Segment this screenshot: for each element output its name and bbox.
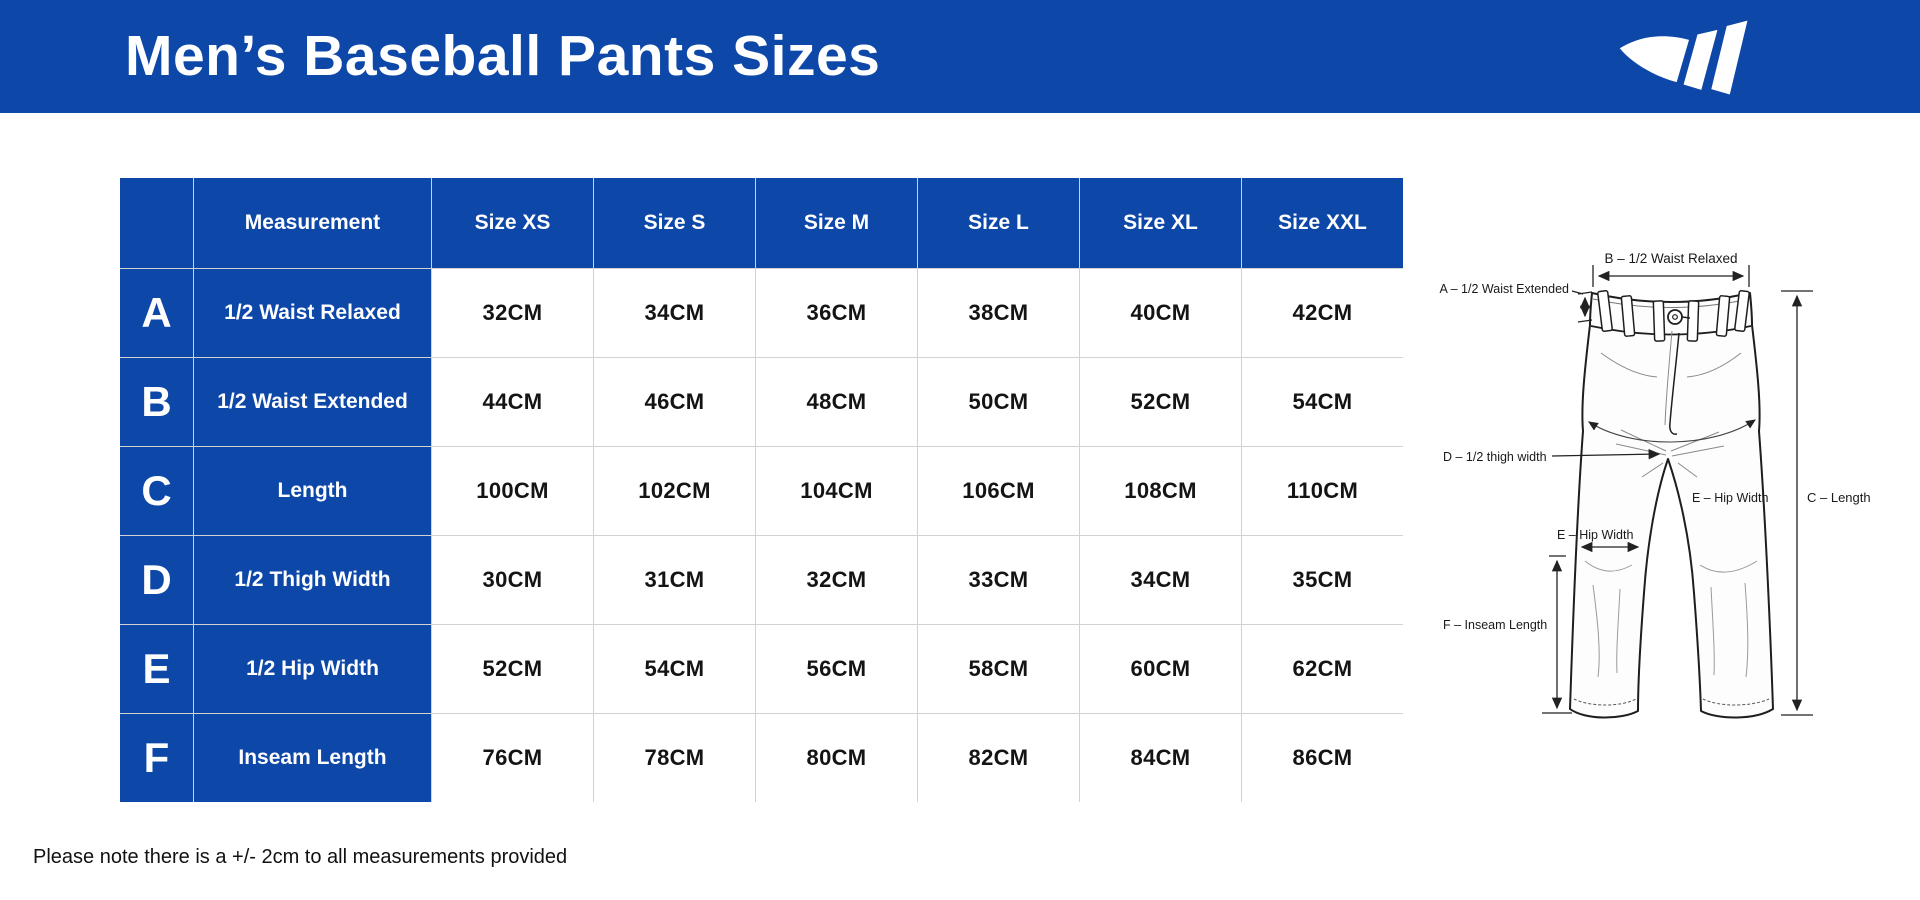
column-header-size-s: Size S xyxy=(594,178,755,268)
row-label-length: Length xyxy=(194,447,431,535)
value-cell: 80CM xyxy=(756,714,917,802)
column-header-size-l: Size L xyxy=(918,178,1079,268)
value-cell: 104CM xyxy=(756,447,917,535)
value-cell: 34CM xyxy=(594,269,755,357)
value-cell: 100CM xyxy=(432,447,593,535)
value-cell: 34CM xyxy=(1080,536,1241,624)
row-key-f: F xyxy=(120,714,193,802)
value-cell: 84CM xyxy=(1080,714,1241,802)
diagram-label-e-right: E – Hip Width xyxy=(1692,491,1768,505)
value-cell: 108CM xyxy=(1080,447,1241,535)
row-label-waist-extended: 1/2 Waist Extended xyxy=(194,358,431,446)
row-label-inseam-length: Inseam Length xyxy=(194,714,431,802)
pants-outline xyxy=(1569,292,1774,719)
value-cell: 76CM xyxy=(432,714,593,802)
value-cell: 58CM xyxy=(918,625,1079,713)
page-title: Men’s Baseball Pants Sizes xyxy=(125,24,881,88)
row-key-e: E xyxy=(120,625,193,713)
diagram-label-c: C – Length xyxy=(1807,490,1871,505)
column-header-measurement: Measurement xyxy=(194,178,431,268)
belt-loops xyxy=(1597,290,1750,342)
value-cell: 56CM xyxy=(756,625,917,713)
column-header-size-xl: Size XL xyxy=(1080,178,1241,268)
diagram-label-f: F – Inseam Length xyxy=(1443,618,1547,632)
row-label-hip-width: 1/2 Hip Width xyxy=(194,625,431,713)
value-cell: 35CM xyxy=(1242,536,1403,624)
pants-measurement-diagram: B – 1/2 Waist Relaxed A – 1/2 Waist Exte… xyxy=(1435,225,1905,745)
value-cell: 102CM xyxy=(594,447,755,535)
value-cell: 110CM xyxy=(1242,447,1403,535)
row-label-thigh-width: 1/2 Thigh Width xyxy=(194,536,431,624)
diagram-label-e-left: E – Hip Width xyxy=(1557,528,1633,542)
value-cell: 50CM xyxy=(918,358,1079,446)
value-cell: 33CM xyxy=(918,536,1079,624)
value-cell: 46CM xyxy=(594,358,755,446)
row-key-a: A xyxy=(120,269,193,357)
value-cell: 38CM xyxy=(918,269,1079,357)
size-chart-table: Measurement Size XS Size S Size M Size L… xyxy=(120,178,1403,802)
value-cell: 62CM xyxy=(1242,625,1403,713)
column-header-size-xxl: Size XXL xyxy=(1242,178,1403,268)
table-corner-cell xyxy=(120,178,193,268)
row-key-b: B xyxy=(120,358,193,446)
value-cell: 32CM xyxy=(756,536,917,624)
value-cell: 42CM xyxy=(1242,269,1403,357)
brand-logo-icon xyxy=(1615,16,1783,96)
row-key-d: D xyxy=(120,536,193,624)
column-header-size-xs: Size XS xyxy=(432,178,593,268)
footnote: Please note there is a +/- 2cm to all me… xyxy=(33,846,568,868)
column-header-size-m: Size M xyxy=(756,178,917,268)
value-cell: 54CM xyxy=(1242,358,1403,446)
value-cell: 40CM xyxy=(1080,269,1241,357)
diagram-label-d: D – 1/2 thigh width xyxy=(1443,450,1547,464)
value-cell: 31CM xyxy=(594,536,755,624)
value-cell: 30CM xyxy=(432,536,593,624)
value-cell: 44CM xyxy=(432,358,593,446)
diagram-label-a: A – 1/2 Waist Extended xyxy=(1440,282,1570,296)
value-cell: 106CM xyxy=(918,447,1079,535)
value-cell: 86CM xyxy=(1242,714,1403,802)
value-cell: 54CM xyxy=(594,625,755,713)
value-cell: 48CM xyxy=(756,358,917,446)
button-icon xyxy=(1667,309,1691,325)
row-key-c: C xyxy=(120,447,193,535)
value-cell: 36CM xyxy=(756,269,917,357)
value-cell: 32CM xyxy=(432,269,593,357)
value-cell: 60CM xyxy=(1080,625,1241,713)
diagram-label-b: B – 1/2 Waist Relaxed xyxy=(1604,251,1737,266)
header-bar: Men’s Baseball Pants Sizes xyxy=(0,0,1920,113)
value-cell: 52CM xyxy=(432,625,593,713)
row-label-waist-relaxed: 1/2 Waist Relaxed xyxy=(194,269,431,357)
value-cell: 82CM xyxy=(918,714,1079,802)
value-cell: 52CM xyxy=(1080,358,1241,446)
value-cell: 78CM xyxy=(594,714,755,802)
